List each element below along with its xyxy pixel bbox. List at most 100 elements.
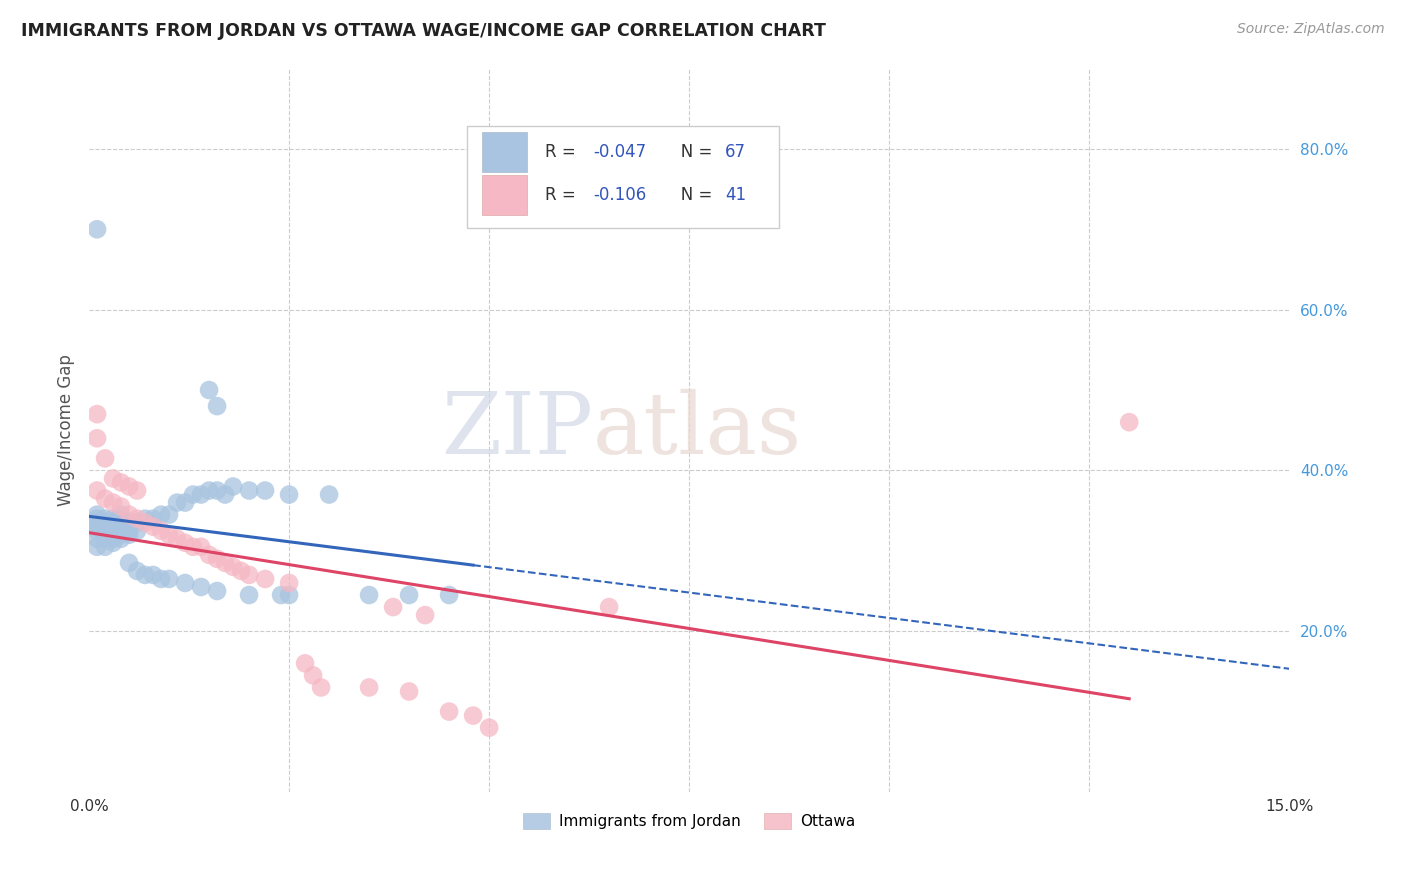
Text: R =: R =	[546, 143, 581, 161]
Text: Source: ZipAtlas.com: Source: ZipAtlas.com	[1237, 22, 1385, 37]
Text: R =: R =	[546, 186, 581, 204]
Point	[222, 479, 245, 493]
Point	[94, 524, 117, 538]
Point	[413, 608, 436, 623]
Point	[205, 399, 228, 413]
Point	[125, 516, 148, 530]
Point	[94, 527, 117, 541]
Point	[190, 580, 212, 594]
Point	[166, 532, 188, 546]
Point	[101, 511, 124, 525]
Point	[198, 548, 221, 562]
Point	[118, 519, 141, 533]
Point	[94, 451, 117, 466]
Point	[359, 681, 381, 695]
Point	[86, 516, 108, 530]
Point	[94, 511, 117, 525]
Point	[214, 556, 236, 570]
Point	[309, 681, 332, 695]
Point	[134, 568, 156, 582]
Point	[118, 479, 141, 493]
Point	[198, 483, 221, 498]
Point	[86, 407, 108, 421]
Point	[157, 527, 180, 541]
Point	[94, 532, 117, 546]
Point	[398, 588, 420, 602]
Point	[238, 568, 260, 582]
Point	[205, 552, 228, 566]
Point	[222, 560, 245, 574]
Point	[118, 524, 141, 538]
Point	[94, 491, 117, 506]
Text: atlas: atlas	[593, 389, 803, 472]
Point	[214, 487, 236, 501]
Point	[101, 524, 124, 538]
Point	[110, 527, 132, 541]
Point	[110, 511, 132, 525]
Point	[101, 519, 124, 533]
Point	[86, 431, 108, 445]
Point	[359, 588, 381, 602]
Point	[101, 527, 124, 541]
Point	[150, 508, 173, 522]
Point	[125, 483, 148, 498]
Point	[94, 540, 117, 554]
Point	[110, 524, 132, 538]
Point	[398, 684, 420, 698]
Point	[101, 532, 124, 546]
Point	[238, 483, 260, 498]
Point	[198, 383, 221, 397]
Text: 41: 41	[725, 186, 747, 204]
Point	[110, 508, 132, 522]
Point	[101, 471, 124, 485]
Point	[142, 511, 165, 525]
Point	[150, 572, 173, 586]
Point	[142, 568, 165, 582]
Point	[190, 487, 212, 501]
Point	[254, 572, 277, 586]
Point	[278, 576, 301, 591]
Point	[86, 511, 108, 525]
Point	[110, 500, 132, 514]
Point	[86, 222, 108, 236]
Text: IMMIGRANTS FROM JORDAN VS OTTAWA WAGE/INCOME GAP CORRELATION CHART: IMMIGRANTS FROM JORDAN VS OTTAWA WAGE/IN…	[21, 22, 825, 40]
Point	[318, 487, 340, 501]
Y-axis label: Wage/Income Gap: Wage/Income Gap	[58, 354, 75, 506]
Point	[270, 588, 292, 602]
Point	[205, 483, 228, 498]
Point	[157, 572, 180, 586]
Point	[150, 524, 173, 538]
Text: N =: N =	[665, 143, 717, 161]
Point	[86, 540, 108, 554]
Point	[134, 516, 156, 530]
Point	[86, 483, 108, 498]
Point	[110, 516, 132, 530]
Point	[86, 508, 108, 522]
Point	[238, 588, 260, 602]
FancyBboxPatch shape	[481, 132, 527, 171]
Point	[478, 721, 501, 735]
Text: 67: 67	[725, 143, 747, 161]
Point	[205, 584, 228, 599]
Point	[125, 564, 148, 578]
Point	[181, 487, 204, 501]
Point	[437, 705, 460, 719]
Point	[101, 535, 124, 549]
Point	[302, 668, 325, 682]
Point	[166, 495, 188, 509]
Point	[229, 564, 252, 578]
Point	[118, 508, 141, 522]
Point	[118, 527, 141, 541]
Point	[86, 524, 108, 538]
FancyBboxPatch shape	[467, 127, 779, 227]
Point	[118, 516, 141, 530]
Text: N =: N =	[665, 186, 717, 204]
Point	[134, 511, 156, 525]
Text: ZIP: ZIP	[441, 389, 593, 472]
Point	[294, 657, 316, 671]
Point	[142, 519, 165, 533]
Point	[125, 524, 148, 538]
Point	[461, 708, 484, 723]
Text: -0.047: -0.047	[593, 143, 647, 161]
Legend: Immigrants from Jordan, Ottawa: Immigrants from Jordan, Ottawa	[516, 806, 862, 835]
